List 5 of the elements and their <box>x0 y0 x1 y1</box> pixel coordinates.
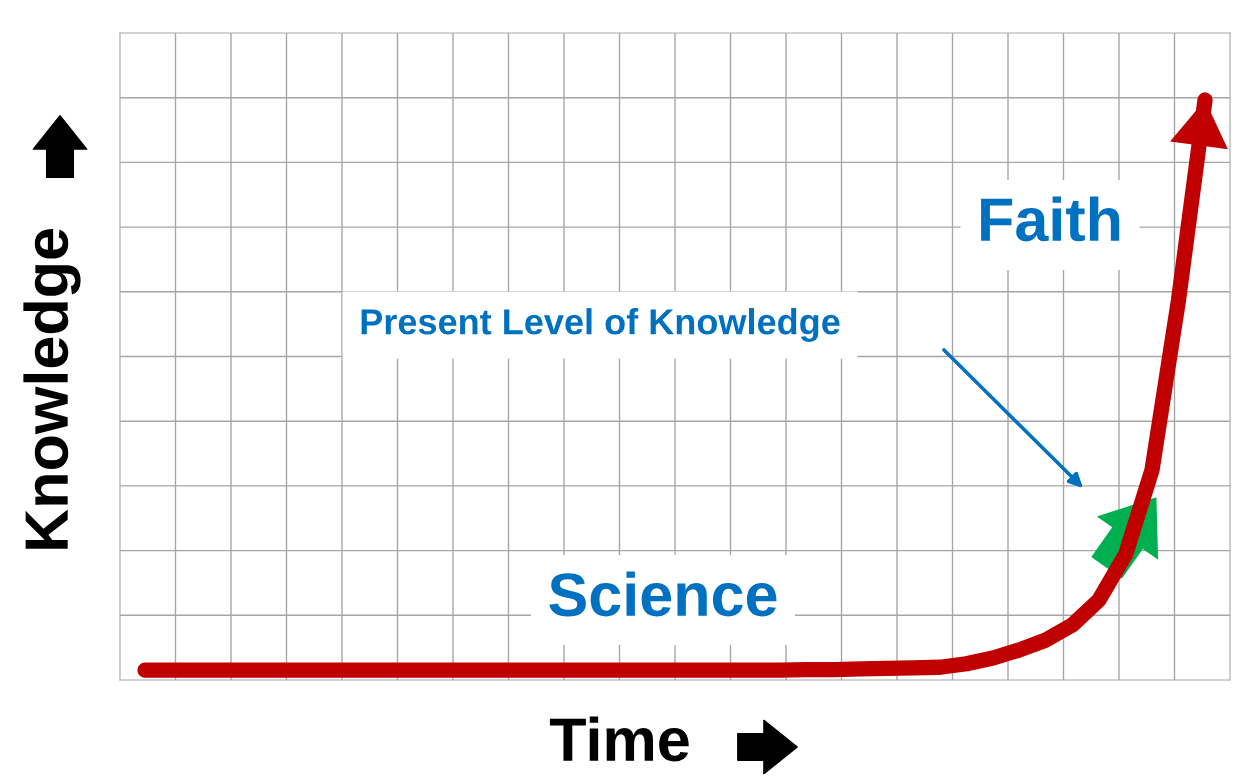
annotation: Faith <box>981 196 1120 242</box>
x-axis-title: Time <box>549 716 689 762</box>
y-axis-title: Knowledge <box>23 229 81 549</box>
annotation: Science <box>549 571 777 617</box>
annotation: Present Level of Knowledge <box>361 308 840 342</box>
